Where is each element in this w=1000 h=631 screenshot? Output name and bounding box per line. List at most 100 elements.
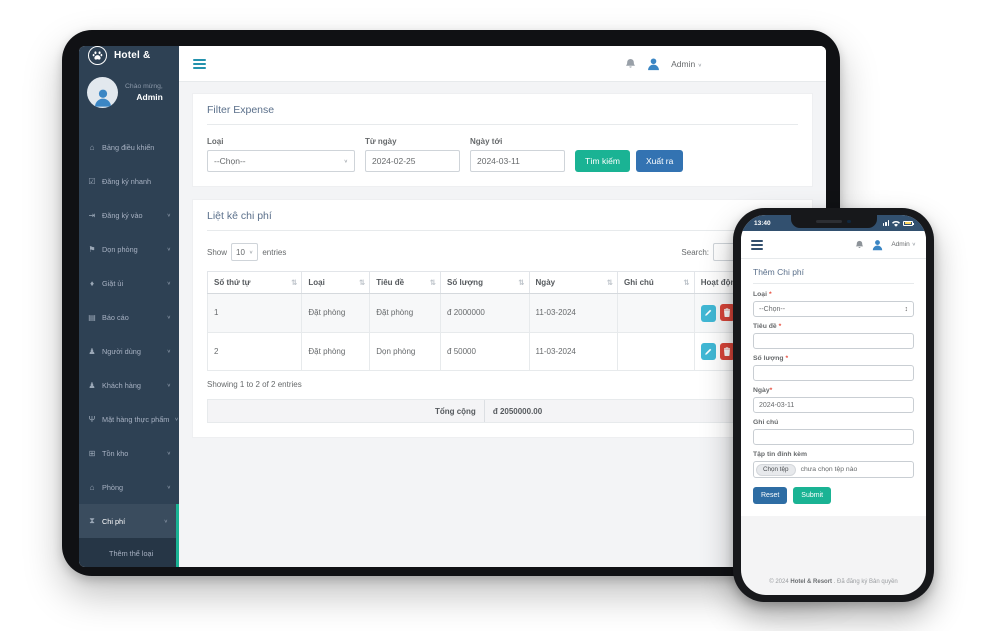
column-header-ghichu[interactable]: Ghi chú ⇅: [617, 271, 695, 294]
sidebar-item-dashboard[interactable]: ⌂ Bảng điều khiển: [79, 130, 179, 164]
camera-icon: [847, 219, 851, 224]
sort-icon: ⇅: [683, 278, 690, 287]
cell-ngay: 11-03-2024: [528, 293, 619, 333]
flag-icon: ⚑: [88, 244, 96, 254]
avatar[interactable]: [87, 77, 118, 108]
droplet-icon: ♦: [89, 278, 95, 288]
expense-list-card: Liệt kê chi phí Show 10 ∨ entries: [193, 200, 812, 437]
sidebar-item-rooms[interactable]: ⌂ Phòng ∨: [79, 470, 179, 504]
search-button[interactable]: Tìm kiếm: [575, 150, 630, 172]
cell-soluong: đ 2000000: [440, 293, 530, 333]
battery-icon: [903, 220, 914, 226]
phone-screen: 13:40: [741, 215, 926, 595]
user-menu[interactable]: Admin ∨: [891, 241, 916, 248]
sidebar-item-reports[interactable]: ▤ Báo cáo ∨: [79, 300, 179, 334]
type-select[interactable]: --Chọn-- ↕: [753, 301, 914, 317]
chevron-down-icon: ∨: [166, 485, 171, 490]
food-icon: Ψ: [88, 414, 96, 424]
chevron-down-icon: ∨: [166, 451, 171, 456]
page-size-value: 10: [236, 247, 245, 257]
sort-icon: ⇅: [518, 278, 525, 287]
sidebar-item-expenses[interactable]: ⧗ Chi phí ∨: [79, 504, 179, 538]
table-row: 1 Đặt phòng Đặt phòng đ 2000000 11-03-20…: [206, 293, 799, 333]
from-date-label: Từ ngày: [365, 137, 397, 146]
column-header-loai[interactable]: Loại ⇅: [301, 271, 371, 294]
column-header-tieude[interactable]: Tiêu đề ⇅: [369, 271, 442, 294]
column-header-stt[interactable]: Số thứ tự ⇅: [206, 271, 303, 294]
content: Filter Expense Loại --Chọn-- ∨ Từ ngày: [179, 82, 826, 449]
cell-tieude: Đặt phòng: [369, 293, 442, 333]
select-arrows-icon: ↕: [904, 305, 909, 313]
bell-icon[interactable]: [855, 240, 864, 250]
filter-card: Filter Expense Loại --Chọn-- ∨ Từ ngày: [193, 94, 812, 186]
required-mark: *: [785, 355, 789, 362]
cell-ngay: 11-03-2024: [528, 331, 619, 371]
submit-button[interactable]: Submit: [793, 487, 832, 504]
quantity-input[interactable]: [759, 369, 908, 377]
sidebar-item-food-items[interactable]: Ψ Mặt hàng thực phẩm ∨: [79, 402, 179, 436]
delete-button[interactable]: [719, 304, 735, 321]
sort-icon: ⇅: [358, 278, 366, 287]
note-input[interactable]: [759, 433, 908, 441]
delete-button[interactable]: [719, 342, 735, 360]
date-label: Ngày*: [753, 387, 773, 394]
menu-toggle-icon[interactable]: [193, 58, 206, 69]
export-button[interactable]: Xuất ra: [635, 150, 684, 172]
from-date-input[interactable]: [372, 156, 453, 166]
sidebar-item-users[interactable]: ♟ Người dùng ∨: [79, 334, 179, 368]
column-header-soluong[interactable]: Số lượng ⇅: [440, 271, 530, 294]
copyright-suffix: . Đã đăng ký Bản quyền: [833, 579, 898, 585]
type-select[interactable]: --Chọn-- ∨: [207, 150, 355, 172]
sidebar-item-label: Mặt hàng thực phẩm: [102, 414, 170, 424]
date-input[interactable]: [759, 401, 908, 409]
chevron-down-icon: ∨: [166, 315, 171, 320]
bell-icon[interactable]: [625, 58, 636, 70]
to-date-input[interactable]: [477, 156, 558, 166]
sidebar-item-label: Đăng ký nhanh: [102, 176, 152, 186]
user-menu[interactable]: Admin ∨: [671, 59, 702, 69]
page-size-select[interactable]: 10 ∨: [231, 243, 259, 261]
edit-button[interactable]: [700, 304, 716, 322]
cell-ghichu: [617, 293, 695, 333]
chevron-down-icon: ∨: [166, 383, 171, 388]
total-row: Tổng cộng đ 2050000.00: [207, 399, 798, 423]
sidebar-subitem-add-category[interactable]: Thêm thể loại: [79, 538, 179, 567]
wifi-icon: [892, 220, 900, 227]
cell-stt: 2: [206, 331, 303, 371]
copyright-prefix: © 2024: [769, 579, 789, 585]
note-label: Ghi chú: [753, 419, 779, 426]
sidebar-item-inventory[interactable]: ⊞ Tồn kho ∨: [79, 436, 179, 470]
signal-icon: [882, 220, 889, 226]
chevron-down-icon: ∨: [166, 281, 171, 286]
sidebar-nav: ⌂ Bảng điều khiển ☑ Đăng ký nhanh ⇥ Đăng…: [79, 130, 179, 567]
chevron-down-icon: ∨: [166, 349, 171, 354]
sidebar-item-check-in[interactable]: ⇥ Đăng ký vào ∨: [79, 198, 179, 232]
chevron-down-icon: ∨: [166, 247, 171, 252]
edit-button[interactable]: [700, 343, 716, 360]
phone-footer: © 2024 Hotel & Resort . Đã đăng ký Bản q…: [741, 571, 926, 595]
user-menu-label: Admin: [891, 241, 910, 248]
sidebar-item-label: Giặt ủi: [102, 278, 124, 288]
avatar[interactable]: [871, 238, 884, 251]
sidebar-item-label: Khách hàng: [102, 380, 141, 390]
sidebar-item-quick-register[interactable]: ☑ Đăng ký nhanh: [79, 164, 179, 198]
menu-toggle-icon[interactable]: [751, 239, 763, 250]
sidebar-item-label: Báo cáo: [102, 312, 129, 322]
file-input[interactable]: Chọn tệp chưa chọn tệp nào: [753, 461, 914, 478]
sidebar-item-housekeeping[interactable]: ⚑ Dọn phòng ∨: [79, 232, 179, 266]
sidebar-item-label: Tồn kho: [102, 448, 129, 458]
type-label: Loại *: [753, 291, 772, 298]
quantity-label: Số lượng *: [753, 355, 789, 362]
required-mark: *: [768, 291, 772, 298]
avatar[interactable]: [646, 56, 661, 71]
phone-body: Thêm Chi phí Loại * --Chọn-- ↕ Tiêu đề * S…: [741, 259, 926, 595]
column-header-ngay[interactable]: Ngày ⇅: [528, 271, 619, 294]
title-input[interactable]: [759, 337, 908, 345]
chevron-down-icon: ∨: [697, 63, 702, 68]
sidebar-item-laundry[interactable]: ♦ Giặt ủi ∨: [79, 266, 179, 300]
type-select-value: --Chọn--: [214, 156, 246, 166]
reset-button[interactable]: Reset: [753, 487, 788, 504]
choose-file-button[interactable]: Chọn tệp: [756, 463, 796, 476]
paw-icon: [88, 46, 107, 65]
sidebar-item-customers[interactable]: ♟ Khách hàng ∨: [79, 368, 179, 402]
